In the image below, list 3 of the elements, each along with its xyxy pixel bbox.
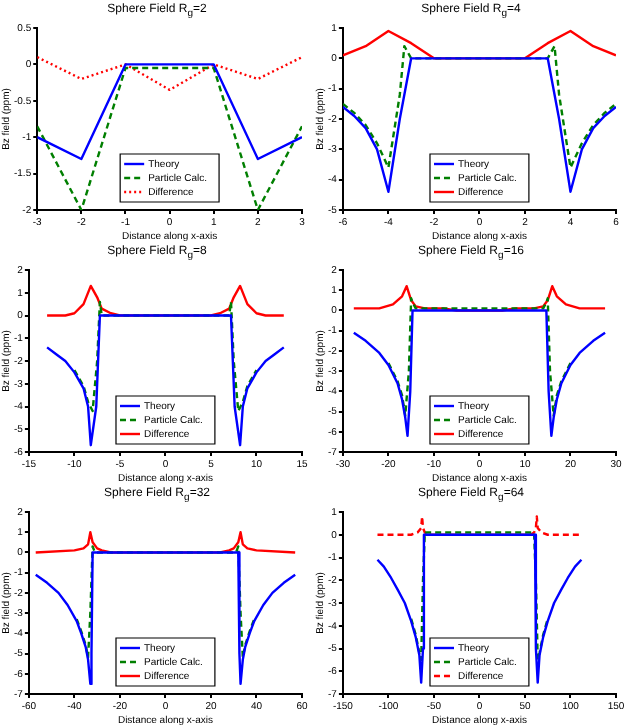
line-series (37, 55, 302, 92)
line-series (387, 297, 572, 417)
line-series (409, 531, 549, 662)
